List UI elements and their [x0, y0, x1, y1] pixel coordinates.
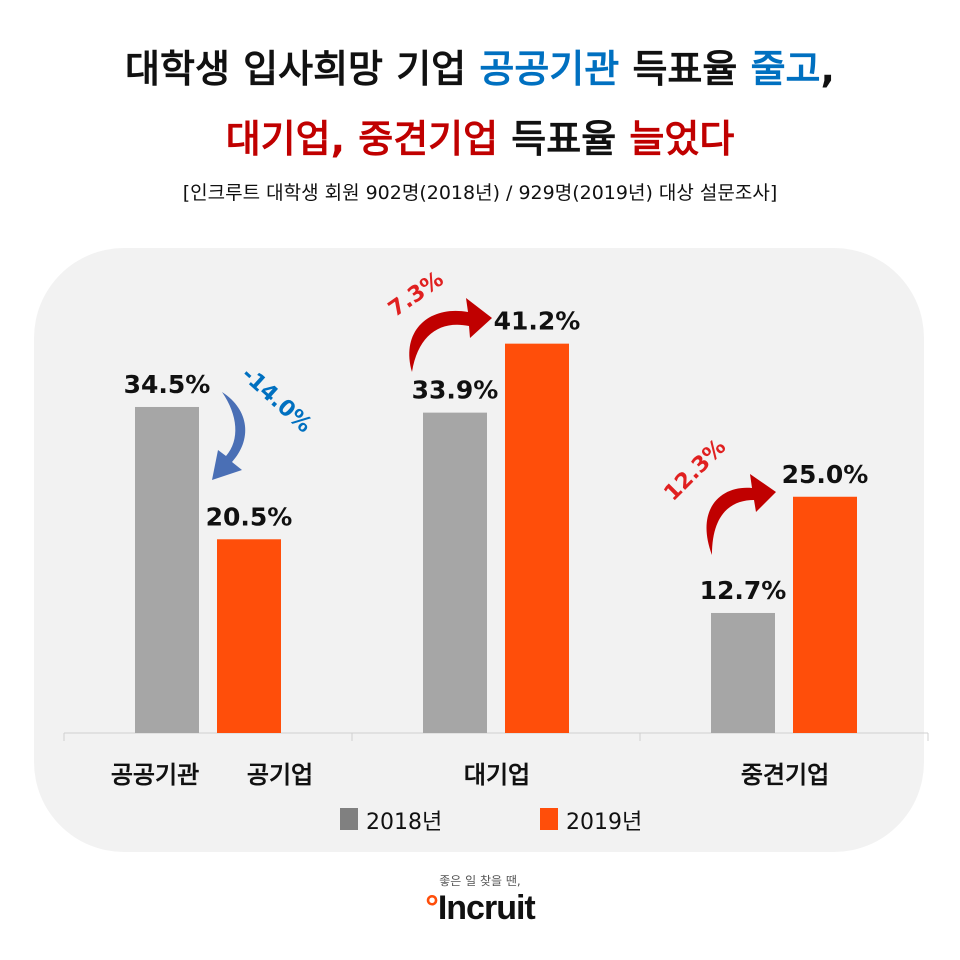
title-text: 득표율 — [619, 47, 751, 91]
bar-2019년-1 — [505, 343, 569, 733]
data-label: 33.9% — [412, 376, 499, 405]
bar-2018년-2 — [711, 612, 775, 733]
title-text: 대학생 입사희망 기업 — [125, 47, 480, 91]
logo-brand-text: Incruit — [437, 889, 536, 927]
up-arrow-icon — [706, 474, 776, 555]
change-annotation: -14.0% — [236, 362, 316, 438]
data-label: 12.7% — [700, 576, 787, 605]
title-highlight: 공공기관 — [479, 47, 620, 91]
legend-label: 2019년 — [566, 810, 642, 835]
title-line-2: 대기업, 중견기업 득표율 늘었다 — [0, 108, 960, 163]
category-label: 공공기관 — [111, 761, 199, 789]
title-highlight: 늘었다 — [629, 117, 735, 161]
data-label: 34.5% — [124, 370, 211, 399]
title-text: 득표율 — [498, 117, 630, 161]
title-highlight: 줄고 — [750, 47, 821, 91]
title-comma: , — [820, 47, 835, 91]
incruit-logo: 좋은 일 찾을 땐, °Incruit — [0, 872, 960, 928]
bar-2019년-0 — [217, 539, 281, 733]
logo-brand: °Incruit — [425, 889, 536, 927]
bar-2018년-0 — [135, 406, 199, 733]
legend-swatch — [540, 808, 558, 830]
category-label: 대기업 — [464, 761, 530, 789]
up-arrow-icon — [409, 298, 492, 372]
logo-tagline: 좋은 일 찾을 땐, — [439, 874, 521, 888]
title-highlight: 대기업, 중견기업 — [225, 117, 499, 161]
title-line-1: 대학생 입사희망 기업 공공기관 득표율 줄고, — [0, 38, 960, 93]
category-label: 중견기업 — [741, 761, 829, 789]
legend-swatch — [340, 808, 358, 830]
legend-label: 2018년 — [366, 810, 442, 835]
down-arrow-icon — [212, 392, 246, 480]
data-label: 20.5% — [206, 502, 293, 531]
bar-2019년-2 — [793, 496, 857, 733]
data-label: 25.0% — [782, 460, 869, 489]
data-label: 41.2% — [494, 307, 581, 336]
subtitle: [인크루트 대학생 회원 902명(2018년) / 929명(2019년) 대… — [182, 182, 778, 204]
bar-2018년-1 — [423, 412, 487, 733]
change-annotation: 12.3% — [660, 435, 732, 507]
category-label: 공기업 — [247, 761, 313, 789]
